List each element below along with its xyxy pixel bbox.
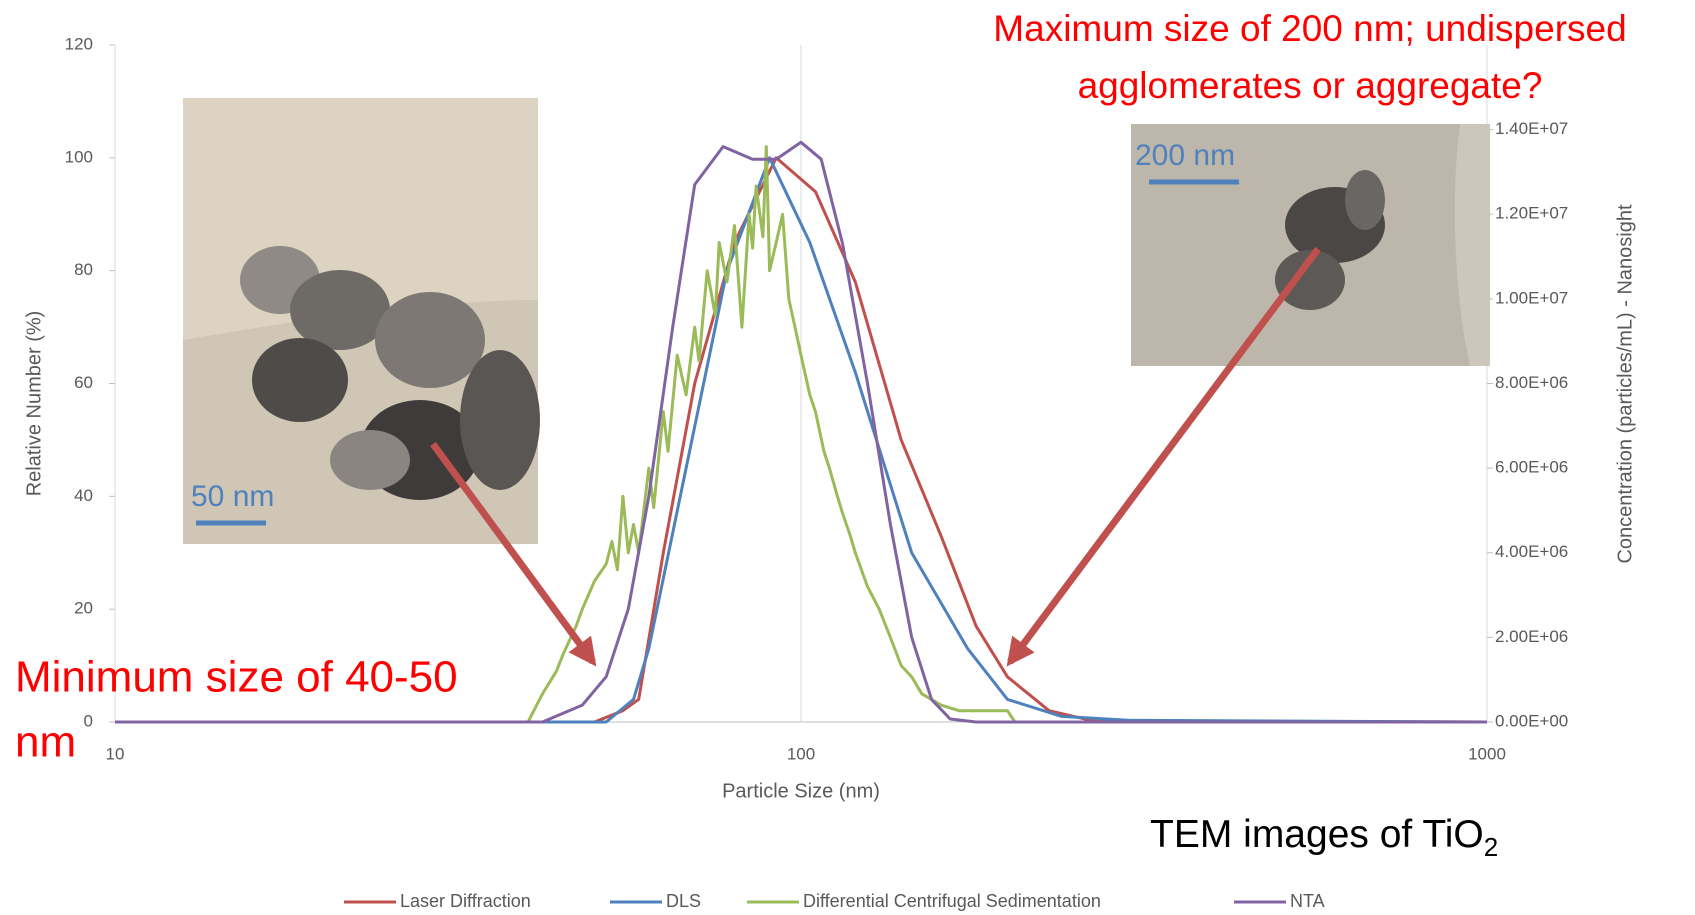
- y2-tick-label: 1.20E+07: [1495, 204, 1568, 223]
- y-tick-label: 40: [74, 486, 93, 505]
- legend-label: Differential Centrifugal Sedimentation: [803, 891, 1101, 911]
- y-tick-label: 20: [74, 599, 93, 618]
- series-line: [115, 156, 1488, 724]
- tem-image-left: [183, 98, 540, 544]
- x-axis-title: Particle Size (nm): [722, 780, 880, 802]
- annotation: nm: [15, 718, 76, 767]
- y2-tick-label: 2.00E+06: [1495, 627, 1568, 646]
- plot-area: 10 100 1000 0 20 40 60 80 100 120 0.00E+00 2.00E+06…: [23, 34, 1636, 802]
- annotation: Minimum size of 40-50: [15, 653, 458, 702]
- legend-label: DLS: [666, 891, 701, 911]
- y2-tick-label: 0.00E+00: [1495, 711, 1568, 730]
- annotation: Maximum size of 200 nm; undispersed: [993, 8, 1626, 49]
- image-label: 200 nm: [1135, 139, 1235, 172]
- arrow: [430, 441, 597, 667]
- y2-tick-label: 4.00E+06: [1495, 542, 1568, 561]
- y-axis-title: Relative Number (%): [23, 311, 45, 497]
- y-tick-label: 60: [74, 373, 93, 392]
- y2-axis-title: Concentration (particles/mL) - Nanosight: [1614, 204, 1636, 563]
- series-line: [115, 156, 1488, 724]
- tem-image-right: [1131, 124, 1490, 366]
- y2-tick-label: 1.00E+07: [1495, 288, 1568, 307]
- tem-caption-subscript: 2: [1484, 832, 1498, 862]
- x-tick-label: 10: [106, 744, 125, 763]
- tem-caption-text: TEM images of TiO: [1150, 813, 1484, 856]
- y-tick-label: 0: [84, 711, 93, 730]
- y-tick-label: 80: [74, 260, 93, 279]
- x-tick-label: 1000: [1468, 744, 1506, 763]
- y2-tick-label: 8.00E+06: [1495, 373, 1568, 392]
- y2-tick-label: 6.00E+06: [1495, 458, 1568, 477]
- legend-label: NTA: [1290, 891, 1325, 911]
- series-line: [526, 145, 1017, 723]
- labels: Laser Diffraction DLS Differential Centrif…: [15, 8, 1627, 911]
- y-tick-label: 100: [65, 147, 93, 166]
- series-line: [115, 140, 1487, 724]
- annotation: agglomerates or aggregate?: [1078, 65, 1543, 106]
- y2-tick-label: 1.40E+07: [1495, 119, 1568, 138]
- tem-caption: TEM images of TiO2: [1150, 813, 1498, 862]
- image-label: 50 nm: [191, 480, 274, 513]
- legend-label: Laser Diffraction: [400, 891, 531, 911]
- arrow: [1006, 246, 1321, 667]
- x-tick-label: 100: [787, 744, 815, 763]
- y-tick-label: 120: [65, 34, 93, 53]
